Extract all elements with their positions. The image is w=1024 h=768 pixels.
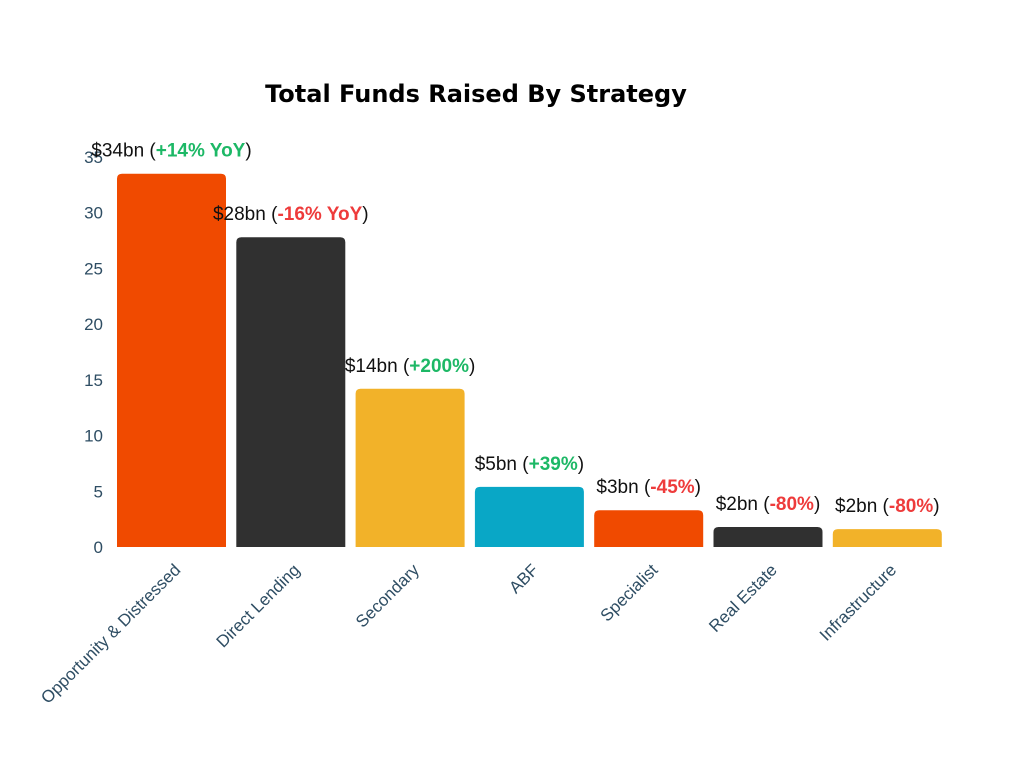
data-label-paren-open: ( — [266, 204, 278, 225]
y-tick-label: 10 — [84, 427, 103, 446]
bar-direct-lending — [236, 237, 346, 547]
bar-secondary — [355, 388, 465, 547]
y-axis: 0 5 10 15 20 25 30 35 — [84, 148, 103, 557]
data-label-paren-close: ) — [245, 141, 251, 162]
y-tick-label: 15 — [84, 371, 103, 390]
data-label-amount: $28bn — [213, 204, 266, 225]
x-axis: Opportunity & Distressed Direct Lending Se… — [37, 560, 900, 707]
y-tick-label: 35 — [84, 148, 103, 167]
x-tick-label: Real Estate — [705, 560, 781, 636]
data-label-delta: +14% YoY — [156, 141, 246, 162]
data-label-paren-close: ) — [695, 477, 701, 498]
x-tick-label: Direct Lending — [213, 560, 304, 651]
data-label-paren-close: ) — [933, 496, 939, 517]
x-tick-label: Specialist — [597, 560, 662, 625]
data-label: $28bn (-16% YoY) — [213, 204, 369, 225]
data-label-amount: $14bn — [345, 356, 398, 377]
y-tick-label: 5 — [94, 482, 103, 501]
x-tick-label: ABF — [505, 560, 542, 597]
data-label-paren-open: ( — [758, 494, 770, 515]
data-label-delta: -16% YoY — [277, 204, 362, 225]
data-label: $2bn (-80%) — [835, 496, 940, 517]
y-tick-label: 0 — [94, 538, 103, 557]
data-label-amount: $5bn — [475, 454, 517, 475]
bar-opportunity-distressed — [117, 173, 226, 547]
bar-abf — [474, 486, 584, 547]
data-label-paren-close: ) — [362, 204, 368, 225]
data-label-amount: $3bn — [596, 477, 638, 498]
data-label-delta: +39% — [529, 454, 578, 475]
data-labels: $34bn (+14% YoY)$28bn (-16% YoY)$14bn (+… — [91, 141, 939, 517]
bar-real-estate — [713, 526, 823, 547]
data-label: $5bn (+39%) — [475, 454, 584, 475]
y-tick-label: 20 — [84, 315, 103, 334]
data-label-paren-close: ) — [578, 454, 584, 475]
data-label-paren-open: ( — [398, 356, 410, 377]
data-label-delta: -80% — [770, 494, 814, 515]
data-label-delta: -45% — [650, 477, 694, 498]
data-label-paren-open: ( — [639, 477, 651, 498]
data-label: $2bn (-80%) — [716, 494, 821, 515]
data-label-paren-open: ( — [144, 141, 156, 162]
bars — [117, 173, 942, 547]
data-label: $3bn (-45%) — [596, 477, 701, 498]
data-label-amount: $2bn — [835, 496, 877, 517]
data-label-delta: +200% — [409, 356, 469, 377]
data-label: $34bn (+14% YoY) — [91, 141, 251, 162]
y-tick-label: 25 — [84, 259, 103, 278]
x-tick-label: Opportunity & Distressed — [37, 560, 184, 707]
bar-infrastructure — [832, 529, 942, 547]
data-label-paren-open: ( — [517, 454, 529, 475]
data-label-paren-close: ) — [814, 494, 820, 515]
x-tick-label: Infrastructure — [816, 560, 900, 644]
data-label-paren-close: ) — [469, 356, 475, 377]
data-label-amount: $34bn — [91, 141, 144, 162]
y-tick-label: 30 — [84, 204, 103, 223]
data-label-delta: -80% — [889, 496, 933, 517]
chart-title: Total Funds Raised By Strategy — [265, 80, 687, 108]
x-tick-label: Secondary — [352, 560, 423, 631]
data-label-amount: $2bn — [716, 494, 758, 515]
bar-specialist — [594, 510, 704, 547]
data-label-paren-open: ( — [877, 496, 889, 517]
data-label: $14bn (+200%) — [345, 356, 475, 377]
